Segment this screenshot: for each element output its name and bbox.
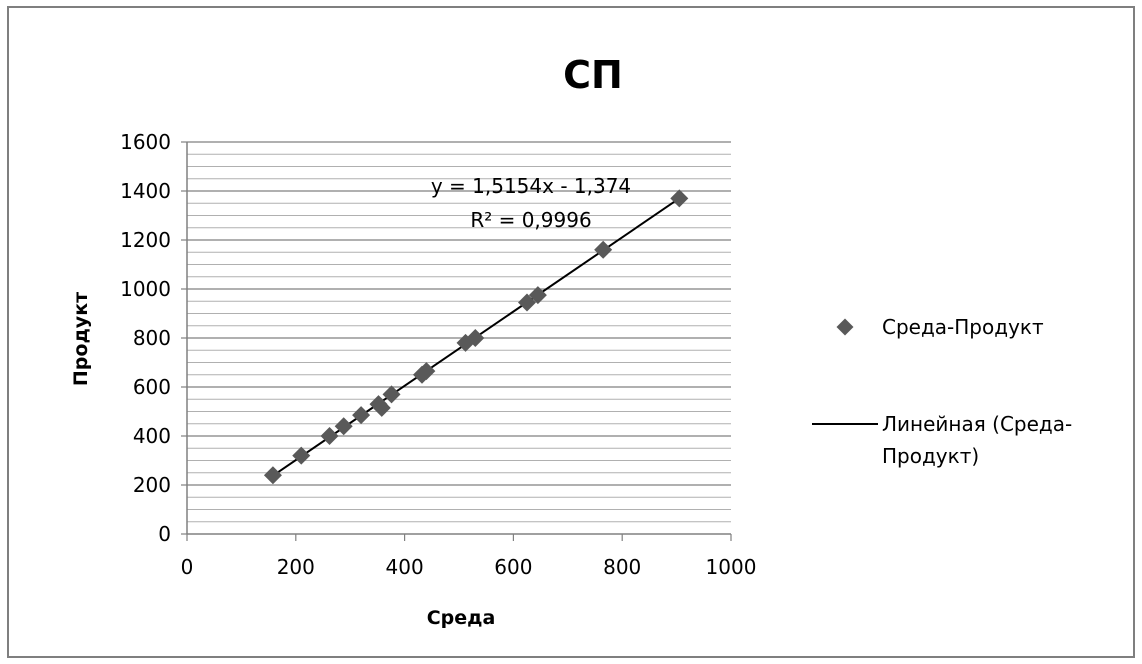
data-point <box>263 466 282 485</box>
grid-layer <box>187 141 731 523</box>
trendline-equation: y = 1,5154x - 1,374 <box>431 174 631 198</box>
y-tick-label: 200 <box>133 473 171 497</box>
y-tick-label: 600 <box>133 375 171 399</box>
x-axis-title: Среда <box>427 607 496 629</box>
y-tick-label: 0 <box>158 522 171 546</box>
chart-title: СП <box>563 53 623 97</box>
legend-label-trendline-line2: Продукт) <box>882 444 979 468</box>
chart-svg: 0 200 400 600 800 1000 1200 1400 1600 0 200 400 600 8… <box>70 53 1072 629</box>
legend: Среда-Продукт Линейная (Среда- Продукт) <box>812 315 1072 468</box>
x-tick-label: 200 <box>277 555 315 579</box>
data-point <box>670 189 689 208</box>
data-point <box>528 286 547 305</box>
legend-label-trendline-line1: Линейная (Среда- <box>882 412 1072 436</box>
x-tick-label: 600 <box>494 555 532 579</box>
x-tick-label: 400 <box>386 555 424 579</box>
y-tick-label: 1600 <box>120 130 171 154</box>
chart-frame: 0 200 400 600 800 1000 1200 1400 1600 0 200 400 600 8… <box>7 6 1135 658</box>
data-point <box>352 406 371 425</box>
y-tick-label: 1400 <box>120 179 171 203</box>
x-tick-label: 1000 <box>706 555 757 579</box>
data-point <box>417 362 436 381</box>
y-tick-label: 1200 <box>120 228 171 252</box>
x-tick-label: 800 <box>603 555 641 579</box>
legend-label-series: Среда-Продукт <box>882 315 1044 339</box>
point-layer <box>263 189 689 485</box>
data-point <box>292 446 311 465</box>
axis-layer <box>181 141 732 541</box>
data-point <box>334 417 353 436</box>
y-tick-label: 400 <box>133 424 171 448</box>
trendline-r2: R² = 0,9996 <box>470 208 591 232</box>
legend-marker-diamond <box>836 318 854 336</box>
data-point <box>320 427 339 445</box>
y-tick-label: 800 <box>133 326 171 350</box>
data-point <box>594 240 613 259</box>
x-tick-label: 0 <box>181 555 194 579</box>
label-layer: 0 200 400 600 800 1000 1200 1400 1600 0 200 400 600 8… <box>120 130 756 579</box>
data-point <box>382 385 401 404</box>
data-point <box>372 398 391 417</box>
data-point <box>466 329 485 347</box>
data-point <box>518 293 536 312</box>
y-axis-title: Продукт <box>70 292 92 386</box>
y-tick-label: 1000 <box>120 277 171 301</box>
